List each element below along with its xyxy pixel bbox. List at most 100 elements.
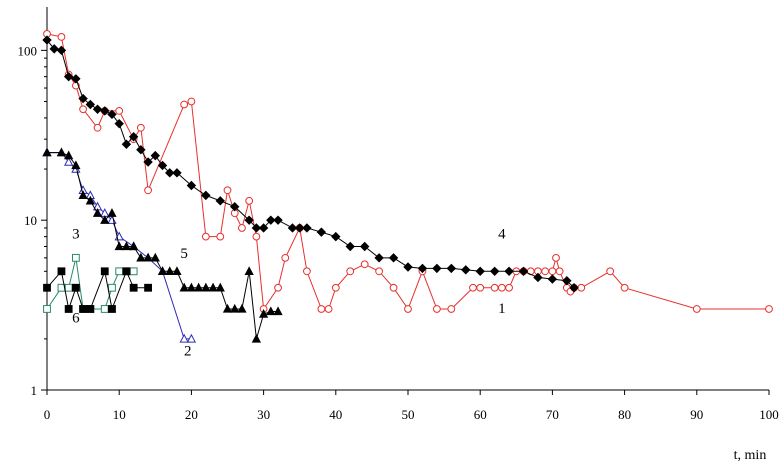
x-tick-label: 0 bbox=[44, 407, 51, 422]
data-point bbox=[79, 105, 87, 114]
data-point bbox=[620, 283, 629, 292]
data-point bbox=[518, 266, 529, 277]
data-point bbox=[201, 190, 211, 201]
data-point bbox=[504, 266, 514, 277]
x-tick-label: 90 bbox=[690, 407, 703, 422]
data-point bbox=[230, 202, 240, 212]
data-point bbox=[237, 303, 247, 313]
data-point bbox=[43, 305, 51, 313]
data-point bbox=[490, 283, 499, 292]
data-point bbox=[360, 260, 369, 269]
data-point bbox=[100, 215, 110, 224]
data-point bbox=[244, 215, 254, 225]
series-line bbox=[46, 257, 134, 310]
data-point bbox=[85, 99, 96, 110]
data-point bbox=[107, 109, 117, 120]
data-point bbox=[562, 276, 572, 286]
data-point bbox=[79, 305, 87, 313]
data-point bbox=[245, 196, 254, 205]
y-tick-label: 1 bbox=[31, 383, 38, 398]
data-point bbox=[93, 123, 102, 132]
data-point bbox=[193, 282, 204, 292]
data-point bbox=[238, 224, 246, 232]
data-point bbox=[186, 180, 197, 191]
data-point bbox=[244, 266, 254, 275]
x-tick-label: 10 bbox=[113, 407, 126, 422]
data-point bbox=[692, 305, 701, 313]
data-point bbox=[165, 168, 175, 178]
data-point bbox=[404, 305, 412, 313]
curve-label: 5 bbox=[180, 246, 188, 262]
data-point bbox=[533, 272, 543, 283]
y-ticks: 1 10 100 bbox=[18, 43, 47, 398]
data-point bbox=[388, 253, 399, 263]
data-point bbox=[251, 223, 262, 233]
data-point bbox=[201, 232, 210, 241]
data-point bbox=[331, 231, 341, 242]
data-point bbox=[251, 333, 262, 343]
data-point bbox=[100, 305, 109, 313]
x-tick-label: 60 bbox=[474, 407, 487, 422]
data-point bbox=[432, 263, 442, 274]
data-point bbox=[64, 156, 74, 166]
data-point bbox=[552, 253, 560, 262]
data-point bbox=[577, 283, 586, 292]
data-point bbox=[606, 267, 615, 276]
series-3 bbox=[43, 253, 138, 313]
data-point bbox=[57, 33, 66, 41]
data-point bbox=[136, 144, 146, 155]
data-point bbox=[346, 267, 355, 276]
data-point bbox=[258, 308, 269, 318]
data-point bbox=[208, 282, 218, 292]
data-point bbox=[128, 132, 139, 142]
data-point bbox=[63, 71, 74, 82]
data-point bbox=[317, 305, 326, 313]
data-point bbox=[108, 305, 116, 313]
data-point bbox=[403, 262, 413, 272]
data-point bbox=[143, 252, 153, 262]
data-point bbox=[115, 267, 124, 276]
data-point bbox=[78, 93, 88, 104]
x-tick-label: 40 bbox=[329, 407, 342, 422]
data-point bbox=[100, 267, 109, 276]
data-point bbox=[273, 306, 283, 316]
data-point bbox=[569, 283, 579, 293]
data-point bbox=[281, 253, 290, 262]
data-point bbox=[187, 97, 196, 106]
data-point bbox=[476, 283, 485, 292]
y-tick-label: 100 bbox=[18, 43, 38, 58]
data-point bbox=[172, 168, 182, 178]
data-point bbox=[85, 195, 95, 205]
series-6 bbox=[43, 267, 152, 313]
data-point bbox=[157, 160, 168, 171]
data-point bbox=[489, 266, 500, 277]
series-5 bbox=[42, 147, 283, 343]
data-point bbox=[129, 283, 138, 292]
data-point bbox=[56, 147, 67, 157]
data-point bbox=[49, 44, 59, 54]
data-point bbox=[150, 150, 161, 161]
data-point bbox=[108, 283, 116, 292]
data-point bbox=[316, 227, 327, 237]
x-tick-label: 100 bbox=[759, 407, 779, 422]
data-point bbox=[121, 241, 132, 251]
curve-label: 6 bbox=[72, 310, 80, 326]
data-point bbox=[432, 305, 441, 313]
data-point bbox=[555, 267, 564, 276]
data-point bbox=[64, 150, 74, 160]
data-point bbox=[129, 267, 138, 276]
data-point bbox=[294, 223, 305, 233]
data-point bbox=[215, 196, 225, 206]
data-point bbox=[92, 208, 103, 217]
data-point bbox=[71, 74, 81, 84]
data-point bbox=[64, 305, 73, 313]
data-point bbox=[216, 232, 225, 241]
data-point bbox=[375, 267, 384, 276]
data-point bbox=[222, 303, 233, 313]
data-point bbox=[447, 305, 456, 313]
data-point bbox=[446, 263, 457, 274]
data-point bbox=[150, 252, 160, 262]
data-point bbox=[461, 265, 471, 275]
